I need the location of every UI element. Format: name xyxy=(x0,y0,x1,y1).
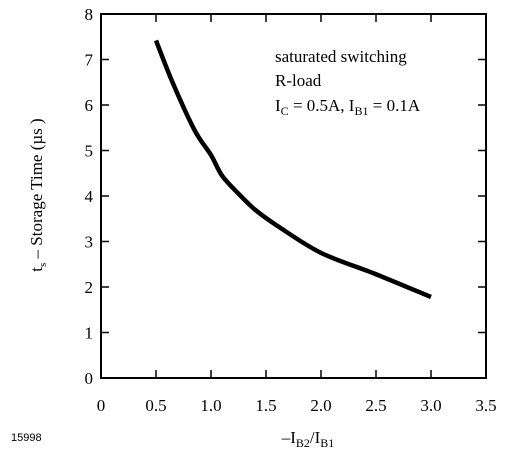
x-tick-label: 0 xyxy=(97,396,106,415)
x-tick-label: 3.0 xyxy=(420,396,441,415)
annotation-line-2: R-load xyxy=(275,71,322,90)
y-axis-title: ts – Storage Time (µs ) xyxy=(27,118,49,271)
y-tick-label: 4 xyxy=(85,187,94,206)
x-tick-label: 0.5 xyxy=(145,396,166,415)
y-tick-label: 6 xyxy=(85,96,94,115)
y-tick-label: 8 xyxy=(85,5,94,24)
y-tick-label: 5 xyxy=(85,142,94,161)
series-layer xyxy=(153,39,432,300)
annotation-line-3: IC = 0.5A, IB1 = 0.1A xyxy=(275,96,421,118)
x-tick-label: 1.0 xyxy=(200,396,221,415)
y-tick-label: 7 xyxy=(85,51,94,70)
y-tick-label: 1 xyxy=(85,324,94,343)
x-tick-label: 3.5 xyxy=(475,396,496,415)
y-tick-label: 3 xyxy=(85,233,94,252)
annotation-line-1: saturated switching xyxy=(275,47,407,66)
plot-frame xyxy=(100,13,487,379)
x-axis-ticks: 0 0.5 1.0 1.5 2.0 2.5 3.0 3.5 xyxy=(97,14,497,415)
y-axis-ticks: 0 1 2 3 4 5 6 7 8 xyxy=(85,5,486,388)
y-tick-label: 2 xyxy=(85,278,94,297)
annotation-block: saturated switching R-load IC = 0.5A, IB… xyxy=(275,47,421,118)
x-tick-label: 1.5 xyxy=(255,396,276,415)
x-tick-label: 2.5 xyxy=(365,396,386,415)
x-axis-title: –IB2/IB1 xyxy=(281,428,335,450)
y-tick-label: 0 xyxy=(85,369,94,388)
x-tick-label: 2.0 xyxy=(310,396,331,415)
figure-id: 15998 xyxy=(11,432,42,444)
